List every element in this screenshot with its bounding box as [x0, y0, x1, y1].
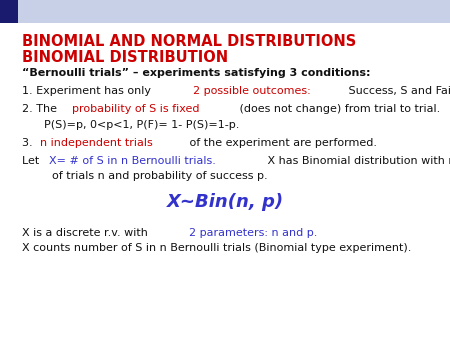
Text: Let: Let [22, 156, 43, 166]
Text: BINOMIAL AND NORMAL DISTRIBUTIONS: BINOMIAL AND NORMAL DISTRIBUTIONS [22, 34, 356, 49]
Text: X is a discrete r.v. with: X is a discrete r.v. with [22, 228, 151, 238]
Text: probability of S is fixed: probability of S is fixed [72, 104, 199, 114]
Text: n independent trials: n independent trials [40, 138, 153, 148]
Text: P(S)=p, 0<p<1, P(F)= 1- P(S)=1-p.: P(S)=p, 0<p<1, P(F)= 1- P(S)=1-p. [44, 120, 239, 130]
Text: of the experiment are performed.: of the experiment are performed. [186, 138, 377, 148]
Text: 3.: 3. [22, 138, 36, 148]
Bar [0, 0, 18, 23]
Text: “Bernoulli trials” – experiments satisfying 3 conditions:: “Bernoulli trials” – experiments satisfy… [22, 68, 370, 78]
Text: 2 parameters: n and p.: 2 parameters: n and p. [189, 228, 317, 238]
Text: 2. The: 2. The [22, 104, 60, 114]
Text: 1. Experiment has only: 1. Experiment has only [22, 86, 154, 96]
Text: X= # of S in n Bernoulli trials.: X= # of S in n Bernoulli trials. [49, 156, 216, 166]
Text: Success, S and Failure, F.: Success, S and Failure, F. [345, 86, 450, 96]
Bar [0, 0, 450, 23]
Text: X counts number of S in n Bernoulli trials (Binomial type experiment).: X counts number of S in n Bernoulli tria… [22, 243, 411, 253]
Text: (does not change) from trial to trial.: (does not change) from trial to trial. [236, 104, 441, 114]
Text: X has Binomial distribution with number: X has Binomial distribution with number [264, 156, 450, 166]
Text: X~Bin(n, p): X~Bin(n, p) [166, 193, 284, 211]
Text: BINOMIAL DISTRIBUTION: BINOMIAL DISTRIBUTION [22, 50, 228, 65]
Text: of trials n and probability of success p.: of trials n and probability of success p… [52, 171, 268, 181]
Text: 2 possible outcomes:: 2 possible outcomes: [193, 86, 310, 96]
